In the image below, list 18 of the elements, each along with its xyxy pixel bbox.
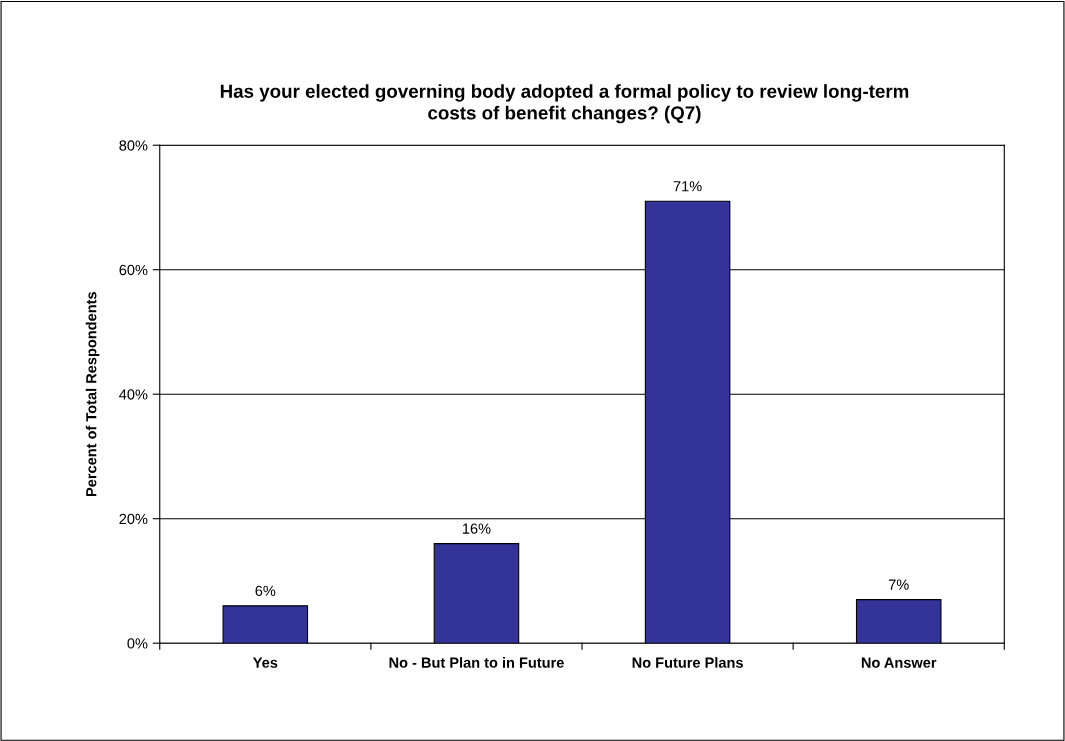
chart-title: Has your elected governing body adopted a formal policy to review long-term costs of benefit changes? (Q7) [220,84,909,124]
x-tick-label: Yes [252,657,278,668]
data-label: 6% [255,585,276,597]
data-label: 71% [673,181,702,192]
y-tick-label: 60% [119,264,148,276]
y-tick-label: 0% [127,638,148,649]
x-tick-label: No Answer [861,657,937,668]
bar [222,605,309,644]
y-axis-title: Percent of Total Respondents [85,292,100,496]
y-tick-label: 80% [119,140,148,151]
x-tick-label: No - But Plan to in Future [389,657,564,668]
x-tick-label: No Future Plans [632,657,743,668]
bar [855,599,942,644]
data-label: 16% [462,523,491,534]
data-label: 7% [888,579,909,590]
y-tick-label: 20% [119,513,148,525]
y-tick-label: 40% [119,389,148,400]
bar [433,543,520,644]
